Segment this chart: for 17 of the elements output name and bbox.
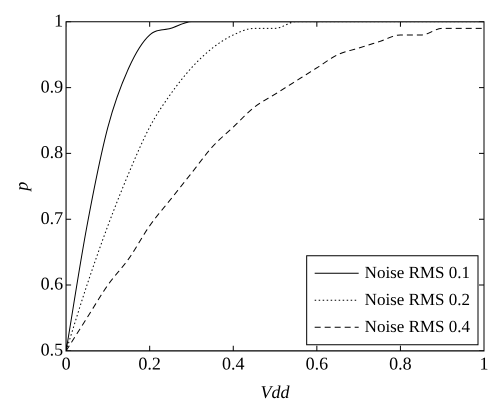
legend-label: Noise RMS 0.2 xyxy=(364,290,470,309)
x-tick-label: 0.4 xyxy=(222,353,245,374)
legend-label: Noise RMS 0.4 xyxy=(364,316,470,336)
x-tick-label: 0.6 xyxy=(306,353,328,374)
y-tick-label: 0.8 xyxy=(40,142,64,162)
x-tick-label: 0.2 xyxy=(138,353,161,374)
x-tick-label: 0.8 xyxy=(389,353,412,374)
y-axis-title: p xyxy=(12,182,32,193)
x-tick-label: 1 xyxy=(480,353,488,374)
y-tick-label: 0.7 xyxy=(40,208,64,228)
y-tick-label: 0.5 xyxy=(40,340,64,360)
y-tick-label: 1 xyxy=(54,10,64,31)
x-tick-label: 0 xyxy=(62,353,71,374)
legend-label: Noise RMS 0.1 xyxy=(364,262,470,282)
y-tick-label: 0.6 xyxy=(40,274,64,294)
y-tick-label: 0.9 xyxy=(40,76,64,96)
x-axis-title: Vdd xyxy=(260,382,291,402)
